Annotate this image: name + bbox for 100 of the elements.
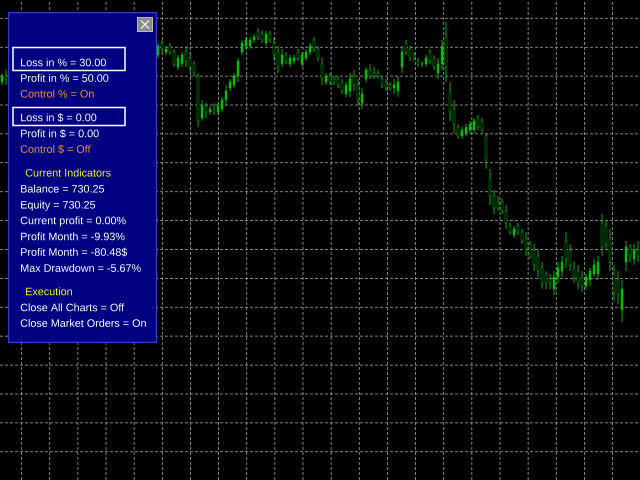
candlestick: [488, 168, 492, 206]
annotation: Profit in $ = 0.00: [21, 129, 99, 138]
candlestick: [300, 52, 304, 68]
candlestick: [360, 88, 364, 110]
candlestick: [564, 232, 568, 268]
candlestick: [424, 54, 428, 68]
candlestick: [380, 76, 384, 88]
candlestick: [284, 52, 288, 64]
candlestick: [212, 102, 216, 116]
candlestick: [384, 78, 388, 92]
candlestick: [580, 270, 584, 292]
candlestick: [356, 78, 360, 106]
annotation: Current Indicators: [26, 168, 111, 177]
candlestick: [548, 274, 552, 290]
candlestick: [416, 58, 420, 68]
candlestick: [632, 244, 636, 266]
candlestick: [572, 262, 576, 284]
candlestick: [512, 226, 516, 238]
candlestick: [628, 244, 632, 262]
candlestick: [364, 66, 368, 82]
candlestick: [268, 30, 272, 44]
candlestick: [576, 264, 580, 290]
candlestick: [308, 42, 312, 56]
candlestick: [560, 256, 564, 278]
candlestick: [400, 46, 404, 74]
candlestick: [224, 84, 228, 106]
candlestick: [184, 46, 188, 68]
candlestick: [180, 52, 184, 68]
candlestick: [192, 60, 196, 76]
candlestick: [600, 214, 604, 256]
candlestick: [448, 82, 452, 122]
annotation: Close Market Orders = On: [20, 318, 146, 327]
candlestick: [504, 204, 508, 230]
candlestick: [372, 66, 376, 80]
candlestick: [208, 106, 212, 116]
candlestick: [320, 58, 324, 86]
candlestick: [340, 78, 344, 94]
candlestick: [608, 228, 612, 272]
annotation: Control % = On: [20, 90, 94, 98]
candlestick: [304, 48, 308, 62]
candlestick: [244, 36, 248, 50]
candlestick: [596, 256, 600, 280]
candlestick: [496, 196, 500, 212]
candlestick: [216, 102, 220, 116]
candlestick: [328, 72, 332, 86]
candlestick: [336, 76, 340, 88]
candlestick: [392, 78, 396, 94]
candlestick: [248, 36, 252, 50]
candlestick: [552, 270, 556, 296]
annotation: Profit Month = -9.93%: [21, 232, 125, 240]
candlestick: [348, 72, 352, 98]
candlestick: [460, 126, 464, 140]
candlestick: [428, 48, 432, 64]
annotation: Profit Month = -80.48$: [21, 248, 128, 257]
candlestick: [288, 54, 292, 68]
candlestick: [264, 30, 268, 46]
candlestick: [432, 54, 436, 70]
candlestick: [0, 72, 4, 86]
candlestick: [156, 42, 160, 58]
candlestick: [624, 240, 628, 272]
candlestick: [468, 120, 472, 134]
candlestick: [160, 40, 164, 52]
annotation: Current profit = 0.00%: [20, 216, 126, 226]
candlestick: [388, 82, 392, 92]
candlestick: [420, 60, 424, 68]
candlestick: [396, 76, 400, 98]
annotation: Equity = 730.25: [21, 200, 96, 211]
annotation: Close All Charts = Off: [20, 303, 124, 312]
candlestick: [532, 244, 536, 272]
candlestick: [568, 244, 572, 272]
candlestick: [544, 270, 548, 290]
candlestick: [368, 64, 372, 80]
candlestick: [584, 274, 588, 290]
candlestick: [440, 40, 444, 70]
candlestick: [620, 280, 624, 322]
candlestick: [280, 48, 284, 68]
candlestick: [524, 232, 528, 256]
annotation: Control $ = Off: [20, 144, 91, 154]
candlestick: [480, 118, 484, 134]
candlestick: [188, 52, 192, 74]
candlestick: [4, 70, 8, 86]
candlestick: [612, 264, 616, 302]
candlestick: [256, 28, 260, 40]
candlestick: [484, 132, 488, 170]
candlestick: [276, 46, 280, 74]
candlestick: [204, 102, 208, 118]
candlestick: [228, 78, 232, 92]
candlestick: [240, 40, 244, 56]
candlestick: [344, 82, 348, 98]
annotation: Profit in % = 50.00: [21, 74, 108, 82]
candlestick: [408, 46, 412, 62]
annotation: Max Drawdown = -5.67%: [21, 264, 141, 272]
annotation: Loss in $ = 0.00: [21, 113, 96, 122]
candlestick: [296, 48, 300, 62]
annotation: Loss in % = 30.00: [21, 58, 106, 66]
candlestick: [472, 118, 476, 134]
candlestick: [588, 268, 592, 286]
annotation: Execution: [26, 287, 72, 296]
candlestick: [456, 124, 460, 140]
candlestick: [260, 30, 264, 44]
